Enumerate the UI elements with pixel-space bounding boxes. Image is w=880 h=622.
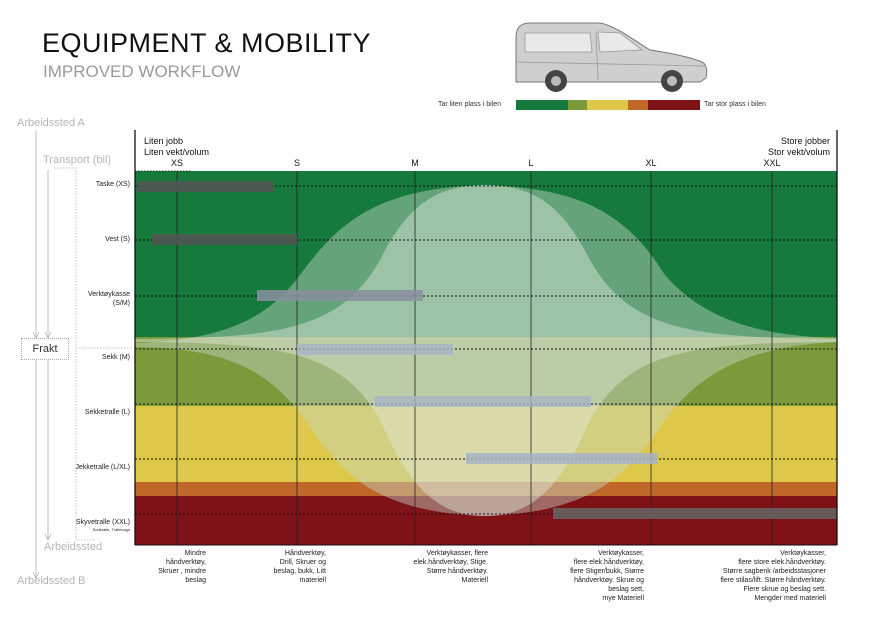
row-label-skyvetralle-line1: Skyvetralle (XXL)	[75, 519, 130, 526]
legend-color-bar	[516, 100, 700, 110]
zone-dark-red	[135, 496, 837, 545]
zone-yellow	[135, 406, 837, 482]
row-label-vest: Vest (S)	[105, 236, 130, 243]
range-bar-sekk	[297, 344, 453, 355]
row-label-jekketralle: Jekketralle (L/XL)	[75, 464, 130, 471]
van-illustration	[515, 22, 708, 92]
corner-left-line2: Liten vekt/volum	[144, 147, 210, 157]
side-label-transport: Transport (bil)	[43, 154, 112, 166]
row-label-sekk: Sekk (M)	[102, 354, 130, 361]
row-label-verktoykasse: Verktøykasse (S/M)	[50, 290, 130, 308]
zone-dark-green	[135, 171, 837, 337]
bell-curve-wide	[135, 185, 837, 516]
corner-right-line2: Stor vekt/volum	[767, 147, 830, 157]
corner-label-right: Store jobber Stor vekt/volum	[740, 136, 830, 158]
range-bar-jekketralle	[466, 453, 658, 464]
row-label-skyvetralle: Skyvetralle (XXL) Sodkralle, Trallevogn	[40, 518, 130, 533]
legend-left-label: Tar liten plass i bilen	[438, 101, 502, 108]
bell-curve-narrow	[135, 185, 837, 516]
legend-right-label: Tar stor plass i bilen	[704, 101, 766, 108]
corner-right-line1: Store jobber	[780, 136, 830, 146]
row-label-sekketralle: Sekketralle (L)	[84, 409, 130, 416]
row-label-verktoykasse-line2: (S/M)	[112, 300, 130, 307]
column-label-l: L	[528, 158, 534, 168]
side-label-arbeidssted-a: Arbeidssted A	[17, 117, 85, 129]
page-subtitle: IMPROVED WORKFLOW	[43, 62, 241, 81]
column-label-s: S	[293, 158, 300, 168]
description-s: Håndverktøy, Drill, Skruer og beslag, bu…	[273, 550, 326, 584]
range-bar-taske	[137, 181, 273, 192]
description-l-xl: Verktøykasser, flere elek.håndverktøy, f…	[570, 550, 644, 602]
column-label-xs: XS	[170, 158, 183, 168]
side-label-arbeidssted-b: Arbeidssted B	[17, 575, 86, 587]
page-title: EQUIPMENT & MOBILITY	[42, 28, 372, 58]
column-label-m: M	[411, 158, 419, 168]
column-label-xxl: XXL	[763, 158, 781, 168]
corner-left-line1: Liten jobb	[144, 136, 184, 146]
row-label-taske: Taske (XS)	[95, 181, 130, 188]
range-bar-skyvetralle	[553, 508, 837, 519]
side-label-arbeidssted: Arbeidssted	[44, 541, 103, 553]
row-label-verktoykasse-line1: Verktøykasse	[87, 291, 130, 298]
corner-label-left: Liten jobb Liten vekt/volum	[144, 136, 209, 158]
zone-orange	[135, 482, 837, 496]
side-label-frakt: Frakt	[21, 338, 69, 360]
row-label-skyvetralle-line2: Sodkralle, Trallevogn	[92, 527, 130, 532]
description-xs: Mindre håndverktøy, Skruer , mindre besl…	[158, 550, 206, 584]
description-xxl: Verktøykasser, flere store elek.håndverk…	[720, 550, 826, 602]
range-bar-vest	[152, 234, 297, 245]
description-m: Verktøykasser, flere elek.håndverktøy, S…	[413, 550, 488, 584]
column-gridlines	[176, 171, 773, 545]
range-bar-sekketralle	[375, 396, 591, 407]
range-bar-verktoykasse	[257, 290, 423, 301]
column-label-xl: XL	[645, 158, 657, 168]
